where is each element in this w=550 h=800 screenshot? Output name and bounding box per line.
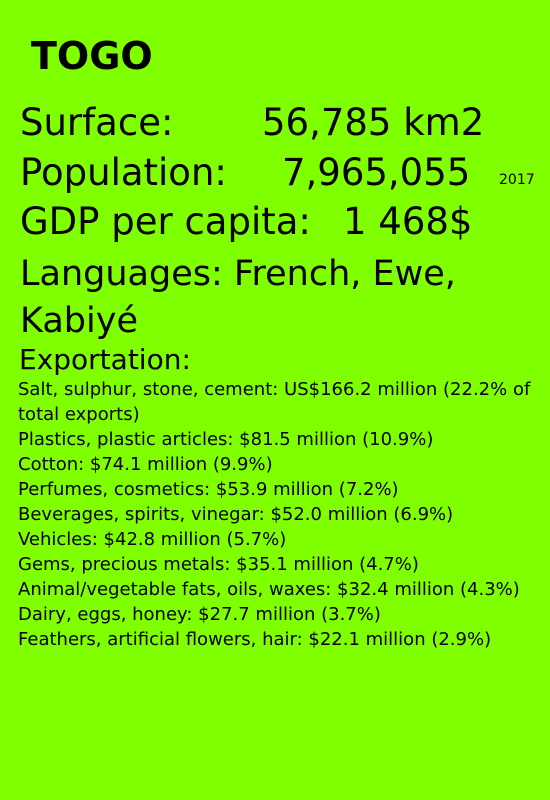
surface-label: Surface:: [20, 101, 174, 144]
country-title: TOGO: [31, 34, 153, 78]
gdp-label: GDP per capita:: [20, 200, 311, 243]
export-item: Beverages, spirits, vinegar: $52.0 milli…: [18, 504, 454, 525]
languages-label: Languages:: [20, 254, 223, 294]
export-item: Cotton: $74.1 million (9.9%): [18, 454, 273, 475]
population-year: 2017: [499, 172, 535, 188]
gdp-value: 1 468$: [343, 200, 473, 243]
population-label: Population:: [20, 151, 227, 194]
export-item: Gems, precious metals: $35.1 million (4.…: [18, 554, 419, 575]
export-item: Salt, sulphur, stone, cement: US$166.2 m…: [18, 379, 531, 425]
population-value: 7,965,055: [282, 151, 471, 194]
export-item: Plastics, plastic articles: $81.5 millio…: [18, 429, 434, 450]
export-item: Dairy, eggs, honey: $27.7 million (3.7%): [18, 604, 381, 625]
export-item: Animal/vegetable fats, oils, waxes: $32.…: [18, 579, 520, 600]
export-item: Feathers, artificial flowers, hair: $22.…: [18, 629, 492, 650]
languages-value: French, Ewe, Kabiyé: [20, 254, 456, 341]
exportation-heading: Exportation:: [19, 343, 191, 376]
exportation-list: Salt, sulphur, stone, cement: US$166.2 m…: [18, 377, 538, 652]
surface-value: 56,785 km2: [262, 101, 485, 144]
export-item: Vehicles: $42.8 million (5.7%): [18, 529, 287, 550]
export-item: Perfumes, cosmetics: $53.9 million (7.2%…: [18, 479, 399, 500]
languages-line: Languages: French, Ewe, Kabiyé: [20, 251, 540, 345]
